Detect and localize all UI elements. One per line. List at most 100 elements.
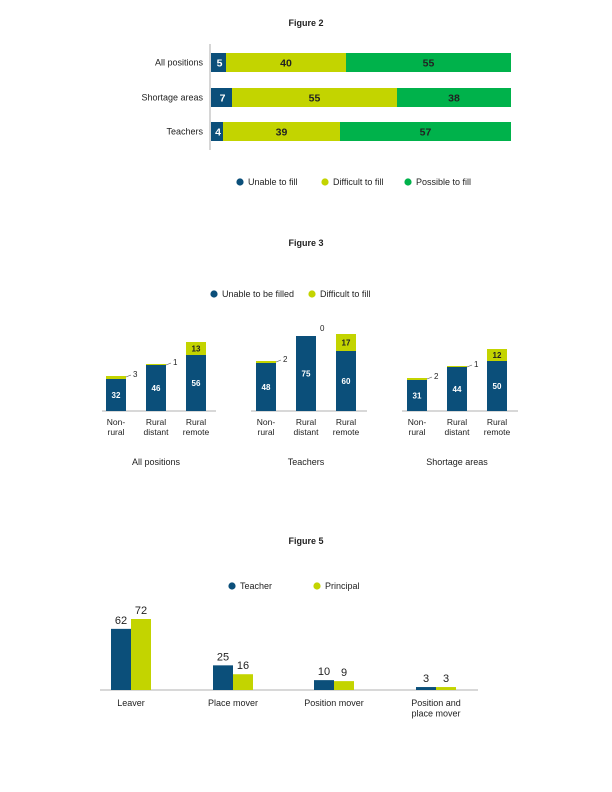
figure-2-data-label: 7 (220, 92, 226, 104)
figure-3-bar-difficult (336, 334, 356, 351)
figure-3-category-label: Non-rural (107, 417, 126, 437)
figure-3: Figure 3 Unable to be filled Difficult to … (102, 238, 518, 467)
figure-3-bar-difficult (447, 366, 467, 367)
figure-5-bar (416, 687, 436, 690)
figure-2-data-label: 38 (448, 92, 460, 104)
figure-3-leader-line (125, 374, 132, 378)
figure-3-data-label: 12 (493, 351, 502, 360)
figure-3-group: 32 3 Non-rural 46 1 Rural distant 56 13 Rural remo… (102, 342, 216, 467)
figure-5-bar (436, 687, 456, 690)
figure-3-data-label: 32 (112, 391, 121, 400)
figure-3-legend-label: Unable to be filled (222, 289, 294, 299)
figure-3-bar-unable (296, 336, 316, 411)
figure-3-legend-marker (210, 290, 218, 298)
figure-3-category-label: Rural remote (484, 417, 511, 437)
figure-2-data-label: 55 (309, 92, 321, 104)
figure-3-data-label: 50 (493, 382, 502, 391)
figure-3-bar-unable (186, 355, 206, 411)
figure-3-bar-difficult (487, 349, 507, 361)
figure-2-title: Figure 2 (288, 18, 323, 28)
figure-2-bar-segment (232, 88, 397, 107)
figure-5-bar (233, 674, 253, 690)
figure-3-category-label: Rural remote (183, 417, 210, 437)
figure-3-data-label: 3 (133, 370, 138, 379)
figure-5-legend-marker (313, 582, 321, 590)
figure-3-data-label: 44 (453, 385, 462, 394)
figure-3-group: 48 2 Non-rural 75 0 Rural distant 60 17 Rural remo… (251, 324, 367, 467)
figure-3-legend-label: Difficult to fill (320, 289, 370, 299)
figure-3-bar-unable (487, 361, 507, 411)
figure-3-leader-line (165, 362, 172, 366)
figure-3-category-label: Rural remote (333, 417, 360, 437)
figure-2-bar-segment (340, 122, 511, 141)
figure-2-legend-marker (404, 178, 412, 186)
figure-3-bar-difficult (106, 376, 126, 379)
figure-3-category-label: Rural distant (444, 417, 470, 437)
figure-2-legend-label: Possible to fill (416, 177, 471, 187)
figure-3-data-label: 2 (434, 372, 439, 381)
figure-2-data-label: 40 (280, 57, 292, 69)
figure-3-group-label: Shortage areas (426, 457, 488, 467)
figure-2-legend-marker (236, 178, 244, 186)
figure-2-category-label: Teachers (166, 127, 203, 137)
figure-5-data-label: 3 (443, 673, 449, 685)
figure-2-bar-segment (211, 122, 223, 141)
figure-5-category-label: Position mover (304, 698, 364, 708)
figure-3-bar-difficult (186, 342, 206, 355)
figure-2-legend-label: Difficult to fill (333, 177, 383, 187)
figure-5-data-label: 16 (237, 660, 249, 672)
figure-5-legend-marker (228, 582, 236, 590)
figure-3-leader-line (275, 359, 282, 363)
figure-5-legend-label: Principal (325, 581, 360, 591)
figure-2-data-label: 55 (423, 57, 435, 69)
figure-3-data-label: 17 (342, 339, 351, 348)
figure-5-category-label: Leaver (117, 698, 145, 708)
figure-2-legend-label: Unable to fill (248, 177, 298, 187)
figure-3-data-label: 1 (474, 360, 479, 369)
figure-2: Figure 2 All positions 5 40 55 Shortage areas… (141, 18, 511, 187)
figure-2-bar-segment (346, 53, 511, 72)
figure-2-bar-segment (226, 53, 346, 72)
figure-3-bar-difficult (256, 361, 276, 363)
figure-5-data-label: 72 (135, 605, 147, 617)
figure-3-bar-unable (256, 363, 276, 411)
figure-2-legend-marker (321, 178, 329, 186)
figure-2-bar-segment (211, 88, 232, 107)
figure-5: Figure 5 Teacher Principal 62 72 Leaver 25 16 Pl… (100, 536, 478, 718)
figure-5-bar (213, 665, 233, 690)
figure-5-data-label: 9 (341, 667, 347, 679)
figure-3-data-label: 46 (152, 384, 161, 393)
figure-2-category-label: All positions (155, 58, 204, 68)
figure-5-bar (314, 680, 334, 690)
figure-3-bar-unable (106, 379, 126, 411)
figure-3-data-label: 56 (192, 379, 201, 388)
figure-5-bar (111, 628, 131, 690)
figure-3-title: Figure 3 (288, 238, 323, 248)
figure-3-category-label: Rural distant (143, 417, 169, 437)
figure-2-category-label: Shortage areas (141, 93, 203, 103)
figure-3-bar-difficult (407, 378, 427, 380)
figure-5-bar (334, 681, 354, 690)
figure-5-category-label: Place mover (208, 698, 258, 708)
figure-5-data-label: 62 (115, 615, 127, 627)
figure-2-bar-segment (211, 53, 226, 72)
figure-3-bar-unable (447, 367, 467, 411)
figure-5-data-label: 3 (423, 673, 429, 685)
figure-3-data-label: 13 (192, 345, 201, 354)
figure-3-data-label: 75 (302, 370, 311, 379)
figure-2-data-label: 39 (276, 126, 288, 138)
figure-3-bar-difficult (146, 364, 166, 365)
figure-3-data-label: 2 (283, 355, 288, 364)
figure-5-category-label: Position and place mover (411, 698, 461, 718)
figure-5-bar (131, 619, 151, 690)
figure-5-data-label: 10 (318, 666, 330, 678)
figure-5-data-label: 25 (217, 651, 229, 663)
figure-5-legend-label: Teacher (240, 581, 272, 591)
figure-2-bar-segment (397, 88, 511, 107)
figure-3-data-label: 48 (262, 383, 271, 392)
figure-3-category-label: Non-rural (257, 417, 276, 437)
figure-3-leader-line (466, 364, 473, 368)
figure-3-legend-marker (308, 290, 316, 298)
figure-2-bar-segment (223, 122, 340, 141)
